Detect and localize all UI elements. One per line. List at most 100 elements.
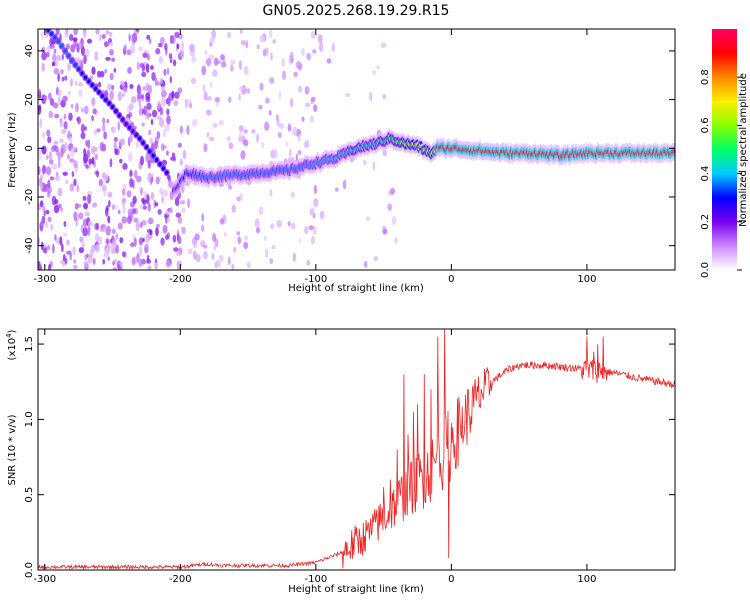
- spectrogram-noise-cell: [304, 225, 309, 235]
- spectrogram-noise-cell: [72, 246, 76, 256]
- spectrogram-noise-cell: [301, 47, 305, 57]
- spectrogram-noise-cell: [111, 228, 116, 235]
- spectrogram-noise-cell: [203, 91, 208, 101]
- spectrogram-noise-cell: [174, 91, 180, 99]
- snr-y-ticks: 0.0 0.5 1.0 1.5: [24, 336, 675, 578]
- spectrogram-noise-cell: [55, 60, 59, 67]
- spectrogram-diagonal-core: [117, 113, 121, 118]
- spectrogram-noise-cell: [269, 77, 275, 84]
- spectrogram-noise-cell: [142, 199, 147, 206]
- spectrogram-noise-cell: [66, 153, 70, 160]
- colorbar-scale: [712, 29, 737, 270]
- spectrogram-noise-cell: [209, 81, 213, 89]
- spectrogram-noise-cell: [158, 117, 165, 128]
- spectrogram-noise-cell: [67, 90, 71, 96]
- spectrogram-noise-cell: [306, 52, 311, 61]
- spectrogram-noise-cell: [231, 204, 236, 213]
- spectrogram-noise-cell: [126, 49, 132, 56]
- spectrogram-noise-cell: [109, 90, 115, 101]
- spectrogram-diagonal-core: [97, 90, 101, 95]
- spectrogram-noise-cell: [174, 196, 180, 207]
- spectrogram-noise-cell: [265, 97, 270, 104]
- spectrogram-noise-cell: [290, 191, 295, 198]
- spectrogram-noise-cell: [105, 56, 111, 61]
- snr-frame: [37, 328, 676, 571]
- spectrogram-noise-cell: [319, 210, 325, 220]
- spectrogram-diagonal-core: [110, 104, 115, 109]
- spectrogram-noise-cell: [261, 141, 265, 149]
- spectrogram-y-tick-label: -40: [24, 237, 35, 253]
- spectrogram-noise-cell: [77, 82, 84, 87]
- spectrogram-noise-cell: [380, 42, 387, 48]
- spectrogram-noise-cell: [155, 226, 159, 237]
- spectrogram-diagonal-core: [53, 35, 57, 40]
- snr-x-tick-label: -200: [169, 574, 192, 585]
- spectrogram-noise-cell: [147, 265, 152, 270]
- spectrogram-noise-cell: [139, 62, 144, 69]
- spectrogram-noise-cell: [108, 42, 114, 47]
- spectrogram-noise-cell: [93, 146, 98, 152]
- spectrogram-noise-cell: [77, 212, 84, 220]
- spectrogram-noise-cell: [278, 90, 282, 100]
- spectrogram-noise-cell: [138, 46, 143, 52]
- spectrogram-noise-cell: [246, 261, 251, 269]
- spectrogram-noise-cell: [64, 75, 68, 81]
- spectrogram-noise-cell: [102, 258, 106, 265]
- spectrogram-noise-cell: [131, 208, 137, 215]
- spectrogram-noise-cell: [142, 205, 148, 210]
- spectrogram-noise-cell: [111, 57, 115, 62]
- spectrogram-noise-cell: [45, 166, 52, 176]
- spectrogram-noise-cell: [161, 196, 164, 204]
- spectrogram-noise-cell: [238, 93, 241, 101]
- snr-line: [38, 329, 675, 570]
- spectrogram-noise-cell: [98, 178, 104, 187]
- spectrogram-noise-cell: [169, 206, 173, 215]
- snr-y-tick-label: 0.0: [24, 562, 35, 578]
- spectrogram-noise-cell: [81, 241, 85, 249]
- spectrogram-y-ticks: -40 -20 0 20 40: [24, 45, 675, 254]
- spectrogram-noise-cell: [273, 148, 278, 159]
- spectrogram-diagonal-core: [60, 44, 64, 49]
- spectrogram-noise-cell: [228, 142, 234, 150]
- spectrogram-noise-cell: [180, 207, 187, 214]
- spectrogram-noise-cell: [56, 86, 59, 96]
- spectrogram-noise-cell: [119, 237, 124, 244]
- spectrogram-diagonal-core: [144, 145, 149, 150]
- snr-marks: [38, 329, 675, 570]
- spectrogram-noise-cell: [236, 231, 241, 236]
- spectrogram-diagonal-core: [131, 129, 135, 134]
- spectrogram-noise-cell: [243, 241, 249, 250]
- spectrogram-noise-cell: [209, 136, 215, 142]
- spectrogram-noise-cell: [151, 71, 156, 81]
- spectrogram-noise-cell: [304, 139, 310, 149]
- spectrogram-noise-cell: [73, 178, 77, 187]
- spectrogram-noise-cell: [96, 70, 102, 78]
- spectrogram-noise-cell: [59, 138, 64, 144]
- spectrogram-noise-cell: [160, 189, 164, 197]
- spectrogram-noise-cell: [254, 218, 260, 228]
- spectrogram-noise-cell: [54, 113, 60, 119]
- colorbar-label: Normalized spectral amplitude: [738, 73, 749, 227]
- spectrogram-noise-cell: [312, 226, 317, 236]
- spectrogram-noise-cell: [38, 152, 42, 161]
- spectrogram-noise-cell: [93, 129, 97, 136]
- spectrogram-diagonal-core: [46, 29, 50, 33]
- spectrogram-noise-cell: [213, 57, 219, 67]
- spectrogram-noise-cell: [214, 238, 219, 248]
- spectrogram-noise-cell: [101, 33, 106, 40]
- colorbar-ticks: 0.0 0.2 0.4 0.6 0.8: [700, 69, 742, 278]
- spectrogram-noise-cell: [117, 209, 121, 215]
- spectrogram-noise-cell: [92, 202, 98, 208]
- spectrogram-noise-cell: [122, 251, 126, 258]
- spectrogram-noise-cell: [87, 194, 92, 205]
- spectrogram-noise-cell: [270, 223, 275, 230]
- spectrogram-noise-cell: [227, 256, 231, 266]
- spectrogram-noise-cell: [256, 44, 260, 50]
- spectrogram-noise-cell: [135, 221, 140, 232]
- spectrogram-noise-cell: [164, 124, 170, 132]
- spectrogram-diagonal-core: [56, 39, 60, 44]
- spectrogram-noise-cell: [43, 45, 46, 51]
- spectrogram-noise-cell: [107, 199, 111, 208]
- spectrogram-noise-cell: [147, 172, 152, 183]
